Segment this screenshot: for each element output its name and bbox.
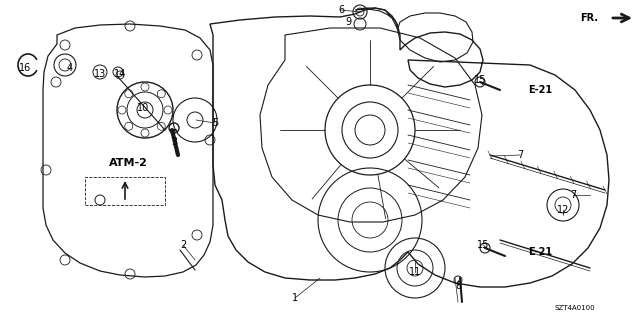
Text: 5: 5 [212, 118, 218, 128]
Text: 16: 16 [19, 63, 31, 73]
Text: E-21: E-21 [528, 85, 552, 95]
Text: 14: 14 [114, 69, 126, 79]
Text: FR.: FR. [580, 13, 598, 23]
Text: SZT4A0100: SZT4A0100 [554, 305, 595, 311]
Text: 6: 6 [338, 5, 344, 15]
Text: 13: 13 [94, 69, 106, 79]
Text: 3: 3 [171, 137, 177, 147]
Text: 2: 2 [180, 240, 186, 250]
Bar [85, 177, 165, 205]
Text: 7: 7 [517, 150, 523, 160]
Text: 9: 9 [345, 17, 351, 27]
Text: 15: 15 [477, 240, 489, 250]
Text: 10: 10 [137, 103, 149, 113]
Text: 7: 7 [570, 190, 576, 200]
Text: 1: 1 [292, 293, 298, 303]
Text: 11: 11 [409, 267, 421, 277]
Text: 8: 8 [455, 281, 461, 291]
Text: 12: 12 [557, 205, 569, 215]
Text: 15: 15 [474, 75, 486, 85]
Text: E-21: E-21 [528, 247, 552, 257]
Text: 4: 4 [67, 63, 73, 73]
Text: ATM-2: ATM-2 [109, 158, 147, 168]
